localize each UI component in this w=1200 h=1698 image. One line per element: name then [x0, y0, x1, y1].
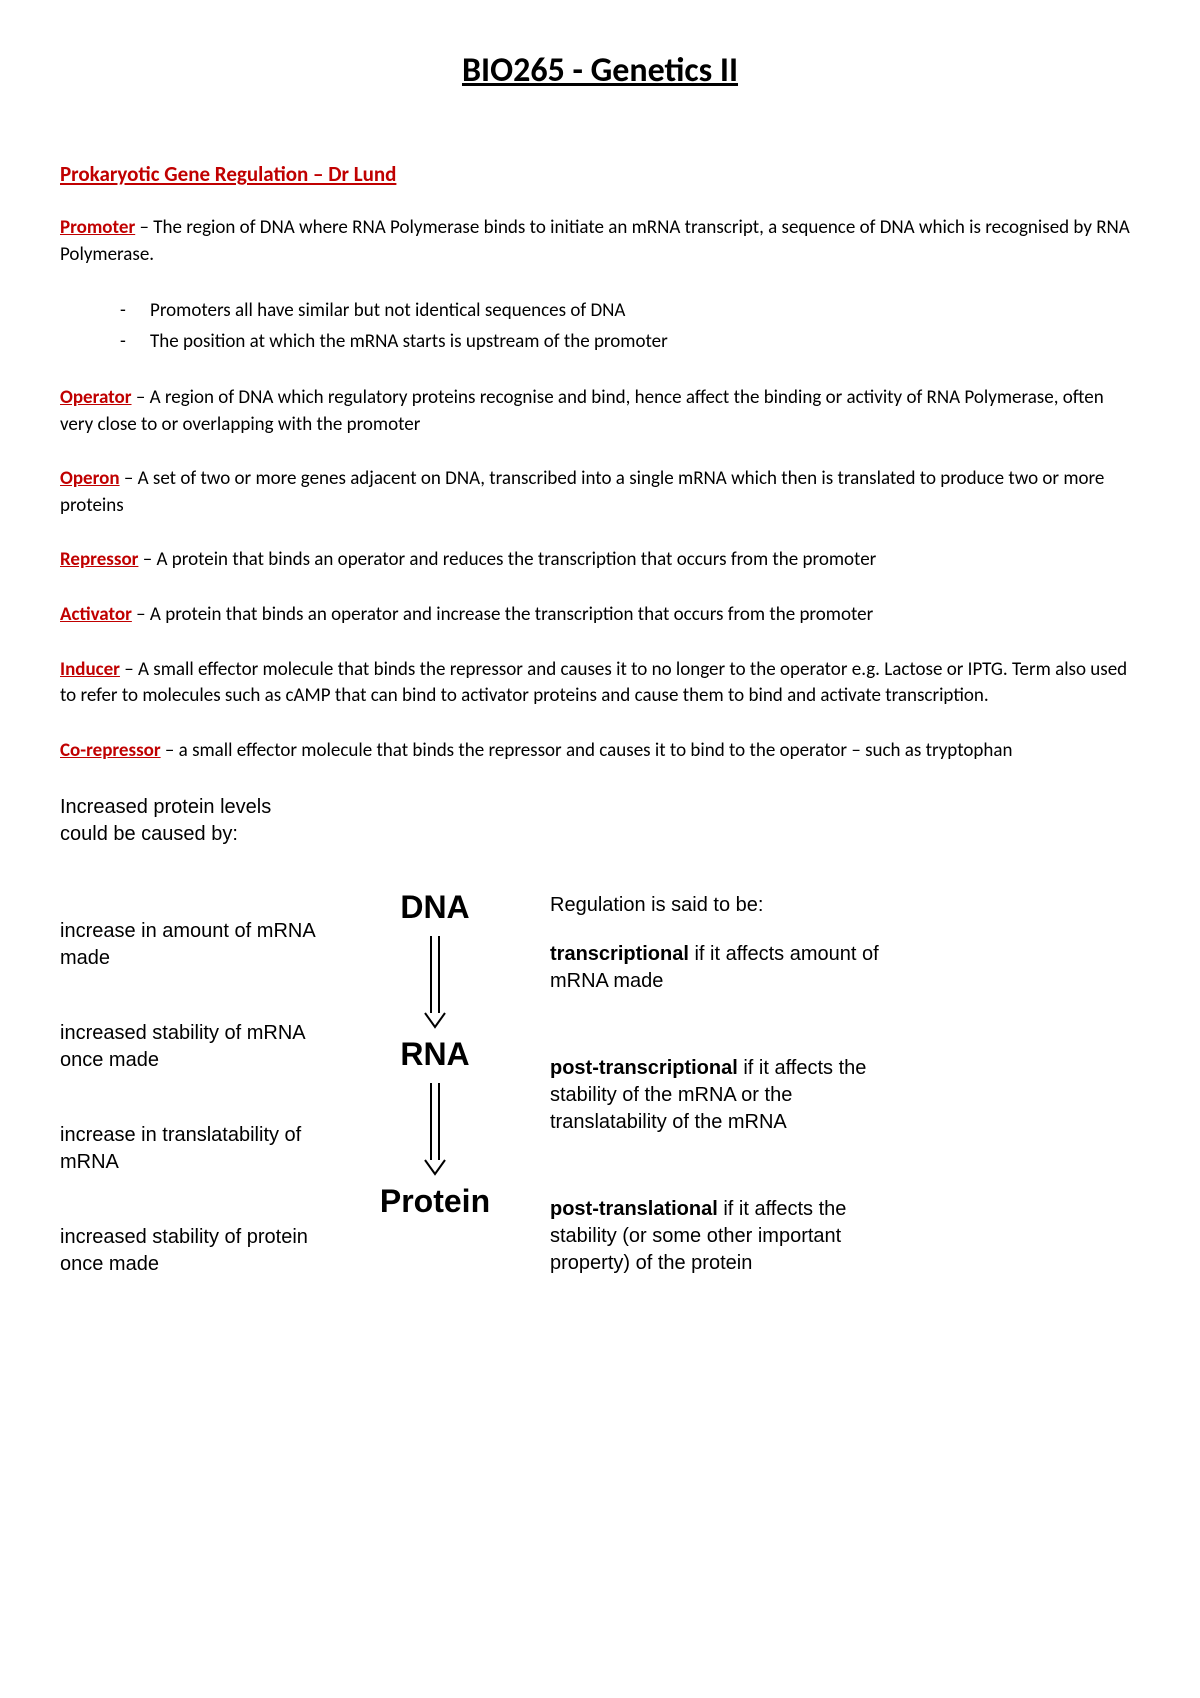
definitions-block: Promoter – The region of DNA where RNA P…	[60, 215, 1140, 764]
definition-text: – a small effector molecule that binds t…	[161, 739, 1013, 762]
definition: Promoter – The region of DNA where RNA P…	[60, 215, 1140, 268]
definition-text: – A protein that binds an operator and r…	[138, 548, 876, 571]
left-item: increased stability of protein once made	[60, 1224, 320, 1278]
definition: Operon – A set of two or more genes adja…	[60, 466, 1140, 519]
right-item-lead: post-transcriptional	[550, 1057, 738, 1079]
definition-term: Co-repressor	[60, 739, 161, 762]
bullet-item: The position at which the mRNA starts is…	[120, 327, 1140, 357]
definition-bullets: Promoters all have similar but not ident…	[120, 296, 1140, 357]
definition-term: Activator	[60, 603, 132, 626]
right-item-lead: post-translational	[550, 1198, 718, 1220]
definition: Inducer – A small effector molecule that…	[60, 657, 1140, 710]
definition: Activator – A protein that binds an oper…	[60, 602, 1140, 629]
definition: Operator – A region of DNA which regulat…	[60, 385, 1140, 438]
definition-text: – A small effector molecule that binds t…	[60, 658, 1127, 708]
left-intro: Increased protein levels could be caused…	[60, 794, 320, 848]
down-arrow-icon	[340, 1073, 530, 1183]
diagram-left-column: Increased protein levels could be caused…	[60, 794, 320, 1326]
right-item: transcriptional if it affects amount of …	[550, 941, 910, 995]
definition: Repressor – A protein that binds an oper…	[60, 547, 1140, 574]
left-item: increase in translatability of mRNA	[60, 1122, 320, 1176]
down-arrow-icon	[340, 926, 530, 1036]
right-intro: Regulation is said to be:	[550, 892, 910, 919]
page-title: BIO265 - Genetics II	[60, 50, 1140, 91]
left-item: increase in amount of mRNA made	[60, 918, 320, 972]
regulation-diagram: Increased protein levels could be caused…	[60, 794, 1140, 1326]
definition-text: – A protein that binds an operator and i…	[132, 603, 873, 626]
section-heading: Prokaryotic Gene Regulation – Dr Lund	[60, 161, 1140, 187]
definition-text: – A region of DNA which regulatory prote…	[60, 386, 1104, 436]
flow-node-dna: DNA	[340, 889, 530, 926]
right-item-lead: transcriptional	[550, 943, 689, 965]
diagram-right-column: Regulation is said to be: transcriptiona…	[550, 794, 910, 1326]
definition: Co-repressor – a small effector molecule…	[60, 738, 1140, 765]
diagram-center-column: DNA RNA Protein	[340, 794, 530, 1326]
flow-node-protein: Protein	[340, 1183, 530, 1220]
right-item: post-transcriptional if it affects the s…	[550, 1055, 910, 1136]
definition-term: Operator	[60, 386, 132, 409]
definition-term: Repressor	[60, 548, 138, 571]
definition-term: Inducer	[60, 658, 120, 681]
left-item: increased stability of mRNA once made	[60, 1020, 320, 1074]
definition-text: – A set of two or more genes adjacent on…	[60, 467, 1104, 517]
definition-term: Promoter	[60, 216, 135, 239]
definition-term: Operon	[60, 467, 120, 490]
definition-text: – The region of DNA where RNA Polymerase…	[60, 216, 1130, 266]
flow-node-rna: RNA	[340, 1036, 530, 1073]
right-item: post-translational if it affects the sta…	[550, 1196, 910, 1277]
bullet-item: Promoters all have similar but not ident…	[120, 296, 1140, 326]
